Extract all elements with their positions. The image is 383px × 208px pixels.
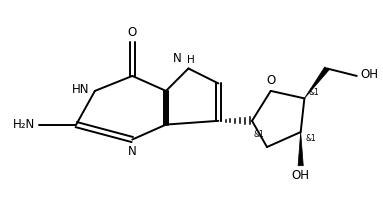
Text: H: H — [187, 55, 194, 65]
Text: OH: OH — [360, 68, 378, 80]
Polygon shape — [304, 67, 329, 98]
Text: N: N — [128, 145, 137, 158]
Text: O: O — [128, 26, 137, 39]
Text: O: O — [266, 74, 275, 87]
Text: H₂N: H₂N — [13, 118, 35, 131]
Text: N: N — [173, 52, 182, 66]
Text: OH: OH — [292, 170, 310, 182]
Polygon shape — [298, 132, 303, 166]
Text: &1: &1 — [309, 88, 320, 97]
Text: &1: &1 — [254, 130, 265, 139]
Text: &1: &1 — [305, 134, 316, 143]
Text: HN: HN — [72, 83, 89, 95]
